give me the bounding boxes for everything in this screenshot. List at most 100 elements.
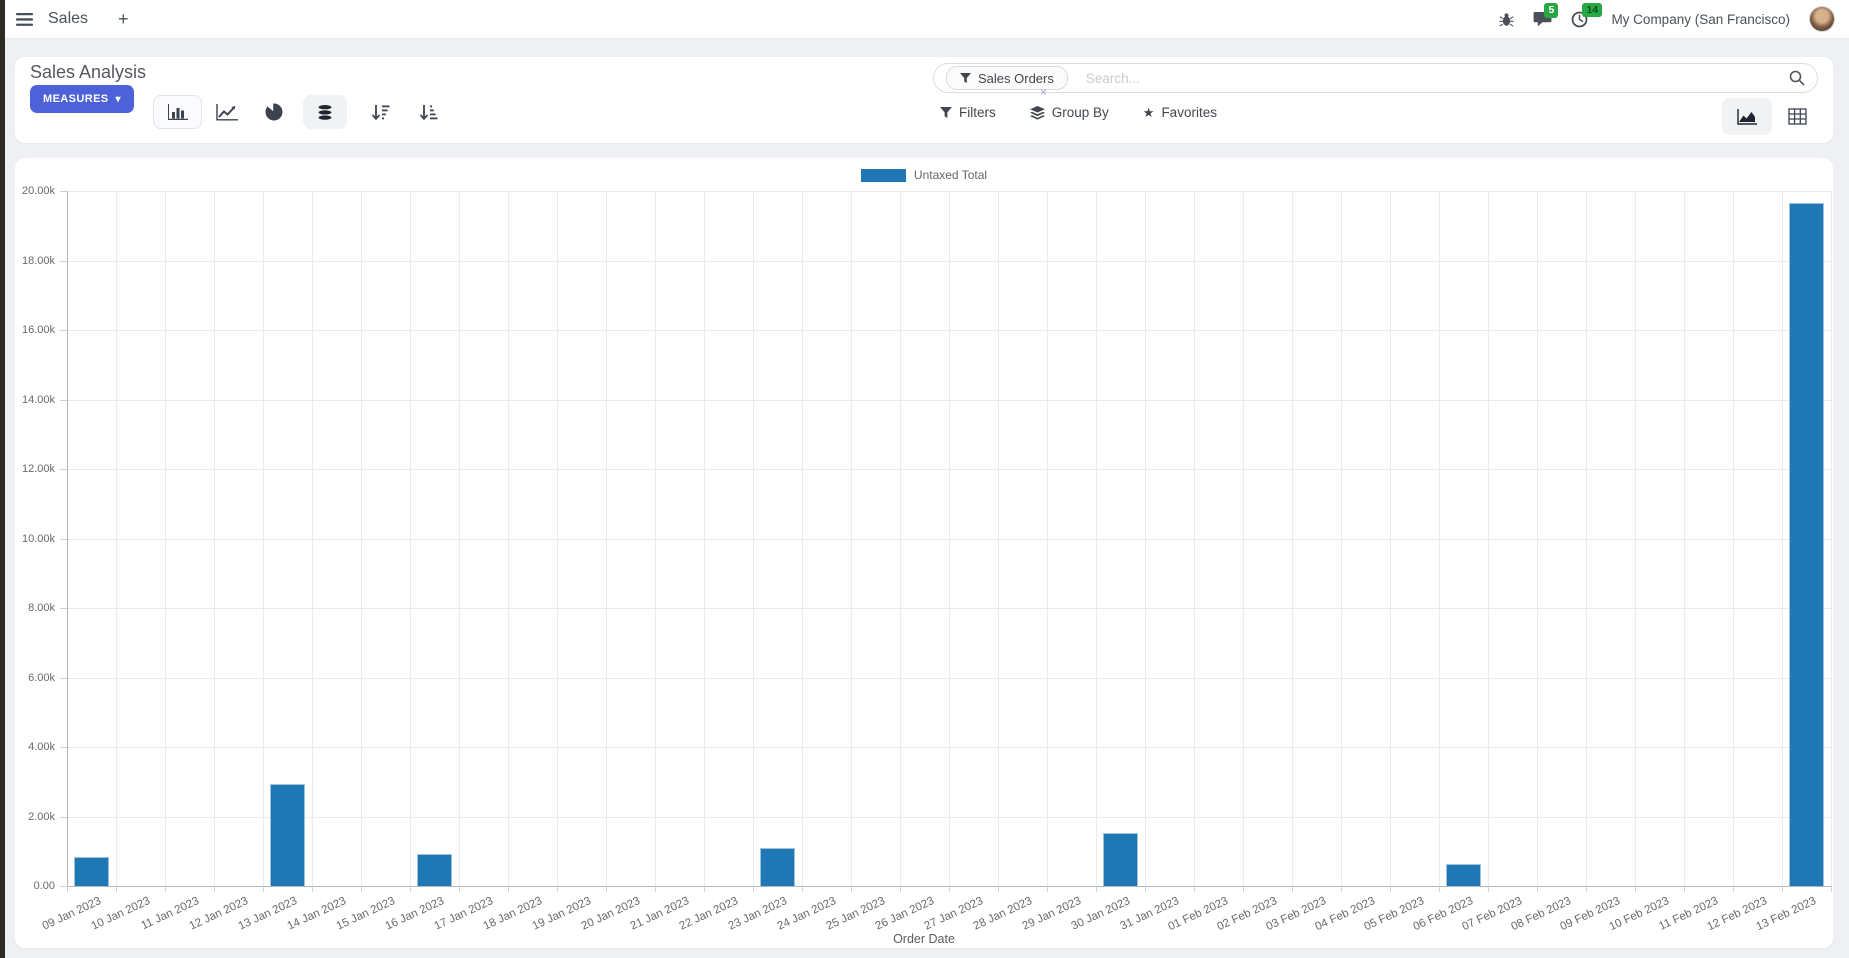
- group-by-menu-button[interactable]: Group By: [1029, 105, 1109, 120]
- x-gridline: [508, 191, 509, 886]
- x-tick-mark: [1341, 886, 1342, 892]
- bar-23-jan-2023[interactable]: [760, 848, 795, 886]
- navbar-right: 5 14 My Company (San Francisco): [1499, 2, 1835, 32]
- y-tick-label: 20.00k: [21, 185, 55, 197]
- facet-remove-icon[interactable]: ×: [1040, 85, 1048, 99]
- bar-30-jan-2023[interactable]: [1103, 833, 1138, 886]
- y-tick-mark: [60, 260, 67, 262]
- x-gridline: [1292, 191, 1293, 886]
- search-input[interactable]: [1083, 69, 1789, 87]
- bar-chart-icon: [167, 103, 188, 120]
- sort-ascending-icon: [419, 104, 437, 120]
- layers-icon: [1029, 105, 1045, 120]
- x-gridline: [214, 191, 215, 886]
- x-tick-mark: [1243, 886, 1244, 892]
- user-avatar[interactable]: [1809, 6, 1835, 32]
- x-gridline: [1782, 191, 1783, 886]
- x-gridline: [900, 191, 901, 886]
- y-tick-label: 18.00k: [21, 254, 55, 267]
- app-name[interactable]: Sales: [48, 10, 89, 27]
- filter-funnel-icon: [940, 106, 952, 118]
- stacked-mode-button[interactable]: [303, 95, 347, 129]
- x-tick-mark: [1047, 886, 1048, 892]
- x-tick-mark: [1733, 886, 1734, 892]
- x-gridline: [1390, 191, 1391, 886]
- page-title: Sales Analysis: [30, 62, 147, 82]
- company-switcher[interactable]: My Company (San Francisco): [1611, 11, 1790, 27]
- x-tick-mark: [263, 886, 264, 892]
- x-tick-mark: [1831, 886, 1832, 892]
- x-gridline: [1341, 191, 1342, 886]
- x-tick-mark: [1684, 886, 1685, 892]
- x-gridline: [410, 191, 411, 886]
- x-gridline: [1096, 191, 1097, 886]
- x-gridline: [802, 191, 803, 886]
- bar-13-feb-2023[interactable]: [1789, 203, 1824, 886]
- legend-color-box: [860, 168, 906, 182]
- x-gridline: [704, 191, 705, 886]
- x-gridline: [851, 191, 852, 886]
- x-gridline: [1047, 191, 1048, 886]
- favorites-menu-button[interactable]: ★ Favorites: [1143, 105, 1217, 120]
- x-gridline: [1439, 191, 1440, 886]
- x-tick-mark: [704, 886, 705, 892]
- measures-button[interactable]: MEASURES ▾: [30, 85, 134, 113]
- x-gridline: [1635, 191, 1636, 886]
- chart-legend-item[interactable]: Untaxed Total: [15, 168, 1833, 182]
- bar-chart-mode-button[interactable]: [153, 95, 202, 129]
- pivot-view-button[interactable]: [1777, 98, 1817, 135]
- line-chart-mode-button[interactable]: [214, 100, 240, 124]
- x-tick-mark: [1292, 886, 1293, 892]
- x-tick-mark: [508, 886, 509, 892]
- new-tab-plus-button[interactable]: +: [118, 9, 129, 29]
- y-tick-mark: [60, 816, 67, 818]
- area-chart-icon: [1736, 109, 1757, 125]
- y-tick-label: 14.00k: [21, 393, 55, 406]
- search-facet-sales-orders[interactable]: Sales Orders: [946, 66, 1068, 90]
- x-tick-mark: [410, 886, 411, 892]
- x-tick-mark: [900, 886, 901, 892]
- activities-count-badge: 14: [1582, 2, 1603, 18]
- debug-bug-icon[interactable]: [1499, 12, 1514, 27]
- search-options-row: Filters Group By ★ Favorites: [940, 105, 1217, 120]
- search-bar[interactable]: Sales Orders ×: [933, 63, 1818, 98]
- bar-09-jan-2023[interactable]: [74, 857, 109, 886]
- bar-16-jan-2023[interactable]: [417, 854, 452, 886]
- y-tick-mark: [60, 399, 67, 401]
- x-tick-mark: [361, 886, 362, 892]
- filter-funnel-icon: [960, 72, 971, 83]
- x-gridline: [1733, 191, 1734, 886]
- messages-menu[interactable]: 5: [1533, 3, 1559, 27]
- sort-ascending-button[interactable]: [415, 100, 441, 124]
- bar-06-feb-2023[interactable]: [1446, 864, 1481, 886]
- x-gridline: [1243, 191, 1244, 886]
- pie-chart-mode-button[interactable]: [262, 100, 286, 124]
- plot-area: 20.00k 18.00k 16.00k 14.00k 12.00k 10.00k 8.00…: [22, 185, 1832, 933]
- x-gridline: [1145, 191, 1146, 886]
- x-gridline: [949, 191, 950, 886]
- x-tick-mark: [851, 886, 852, 892]
- view-switcher: [1722, 98, 1817, 135]
- x-tick-mark: [606, 886, 607, 892]
- bar-13-jan-2023[interactable]: [270, 784, 305, 886]
- y-tick-label: 0.00: [33, 880, 55, 892]
- x-tick-mark: [116, 886, 117, 892]
- clock-icon: [1572, 11, 1588, 27]
- graph-view-button[interactable]: [1722, 98, 1772, 135]
- x-tick-mark: [1390, 886, 1391, 892]
- apps-menu-icon[interactable]: [14, 11, 35, 28]
- x-gridline: [361, 191, 362, 886]
- messages-count-badge: 5: [1544, 3, 1559, 18]
- sort-descending-button[interactable]: [367, 100, 393, 124]
- chevron-down-icon: ▾: [115, 93, 121, 105]
- y-tick-label: 10.00k: [21, 532, 55, 545]
- search-icon[interactable]: [1789, 70, 1805, 86]
- x-tick-mark: [949, 886, 950, 892]
- pivot-table-icon: [1787, 108, 1807, 125]
- x-gridline: [165, 191, 166, 886]
- pie-chart-icon: [265, 103, 283, 121]
- x-gridline: [655, 191, 656, 886]
- filters-menu-button[interactable]: Filters: [940, 105, 996, 120]
- activities-menu[interactable]: 14: [1571, 2, 1603, 28]
- x-gridline: [1537, 191, 1538, 886]
